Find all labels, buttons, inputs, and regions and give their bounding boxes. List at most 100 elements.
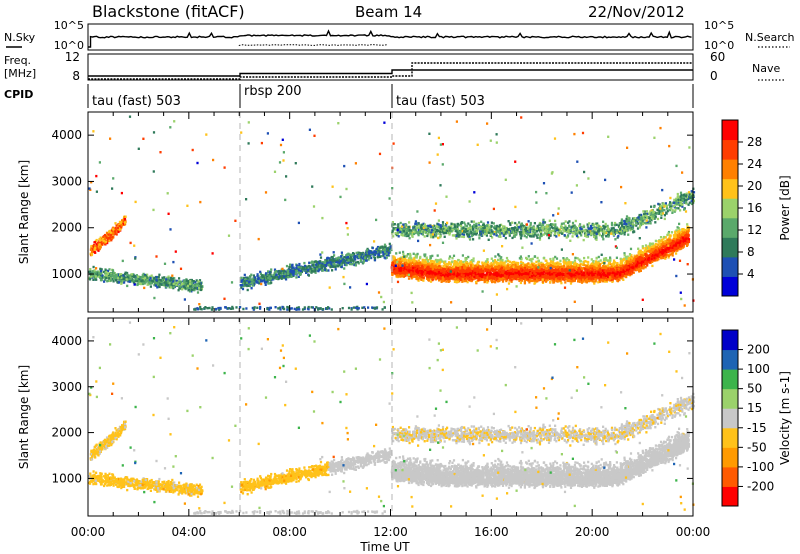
power-cell xyxy=(108,239,111,243)
power-cell xyxy=(168,279,171,282)
power-cell xyxy=(123,281,126,284)
power-cell xyxy=(359,260,362,263)
power-cell xyxy=(318,268,321,271)
power-heatmap-cells xyxy=(88,115,696,311)
power-cell xyxy=(686,223,689,226)
power-cell xyxy=(407,277,411,280)
power-cell xyxy=(114,226,117,230)
power-cell xyxy=(132,281,136,284)
power-cell xyxy=(108,277,111,280)
power-cell xyxy=(379,246,382,249)
power-cell xyxy=(270,268,273,271)
power-cell xyxy=(122,223,125,226)
power-cell xyxy=(119,278,122,281)
power-cell xyxy=(109,279,113,282)
power-cell xyxy=(191,281,194,285)
power-cell xyxy=(519,255,522,258)
power-cell xyxy=(587,256,590,259)
power-cell xyxy=(89,268,92,271)
power-cell xyxy=(122,277,125,280)
power-cell xyxy=(297,266,300,269)
power-cell xyxy=(240,276,243,280)
power-cell xyxy=(128,280,131,283)
power-cell xyxy=(309,267,312,270)
power-cell xyxy=(625,257,628,261)
power-cell xyxy=(163,276,166,279)
power-cell xyxy=(243,279,246,283)
power-cell xyxy=(126,273,129,276)
power-cell xyxy=(164,281,167,284)
power-cell xyxy=(273,268,277,271)
power-cell xyxy=(160,283,163,286)
power-cell xyxy=(317,266,320,270)
power-cell xyxy=(351,254,354,257)
power-cell xyxy=(158,282,161,285)
power-cell xyxy=(180,285,183,289)
power-cell xyxy=(99,245,102,248)
power-cell xyxy=(162,278,165,282)
power-cell xyxy=(186,284,189,288)
power-cell xyxy=(140,276,143,279)
power-cell xyxy=(452,254,456,257)
power-cell xyxy=(189,287,192,290)
power-cell xyxy=(97,249,100,252)
power-cell xyxy=(274,270,277,274)
power-cell xyxy=(328,263,331,267)
power-cell xyxy=(105,274,108,277)
power-cell xyxy=(308,264,311,268)
power-cell xyxy=(349,255,352,258)
power-cell xyxy=(198,279,202,282)
power-cell xyxy=(112,273,115,276)
power-cell xyxy=(373,257,376,260)
power-cell xyxy=(106,239,109,243)
power-cell xyxy=(241,287,245,291)
power-cell xyxy=(331,258,334,261)
power-cell xyxy=(531,279,534,283)
power-cell xyxy=(298,262,301,266)
power-cell xyxy=(157,280,160,283)
power-cell xyxy=(343,256,346,259)
power-cell xyxy=(123,275,126,279)
power-cell xyxy=(157,276,160,279)
power-cell xyxy=(291,264,294,267)
power-cell xyxy=(323,261,327,264)
power-cell xyxy=(126,284,129,288)
power-cell xyxy=(192,280,195,283)
power-cell xyxy=(269,270,272,274)
power-cell xyxy=(130,280,133,283)
power-cell xyxy=(181,288,184,291)
freq-tick-bottom: 8 xyxy=(72,69,80,83)
power-cell xyxy=(253,278,256,282)
cpid-segment-1: tau (fast) 503 xyxy=(92,94,181,109)
noise-tick-right-top: 10^5 xyxy=(704,19,734,32)
power-cell xyxy=(111,278,114,281)
power-cell xyxy=(302,266,305,270)
power-cell xyxy=(340,265,343,269)
power-cell xyxy=(322,264,325,268)
power-cell xyxy=(133,275,136,278)
power-cell xyxy=(356,260,360,264)
power-cell xyxy=(248,276,251,279)
power-cell xyxy=(250,273,253,276)
power-cell xyxy=(172,280,175,283)
power-cell xyxy=(110,273,113,277)
power-cell xyxy=(265,281,268,284)
power-cell xyxy=(549,260,553,263)
power-cell xyxy=(248,280,251,284)
nsky-label: N.Sky xyxy=(4,31,36,44)
power-cell xyxy=(421,261,424,264)
power-cell xyxy=(315,263,318,266)
power-cell xyxy=(384,245,387,249)
power-cell xyxy=(355,261,358,264)
power-cell xyxy=(98,270,101,273)
power-cell xyxy=(149,285,152,288)
power-cell xyxy=(173,285,176,288)
power-cell xyxy=(126,278,130,282)
power-cell xyxy=(370,250,373,253)
power-cell xyxy=(118,224,121,228)
power-cell xyxy=(90,248,93,251)
power-cell xyxy=(112,226,115,229)
power-cell xyxy=(318,261,321,265)
noise-tick-left-top: 10^5 xyxy=(54,19,84,32)
